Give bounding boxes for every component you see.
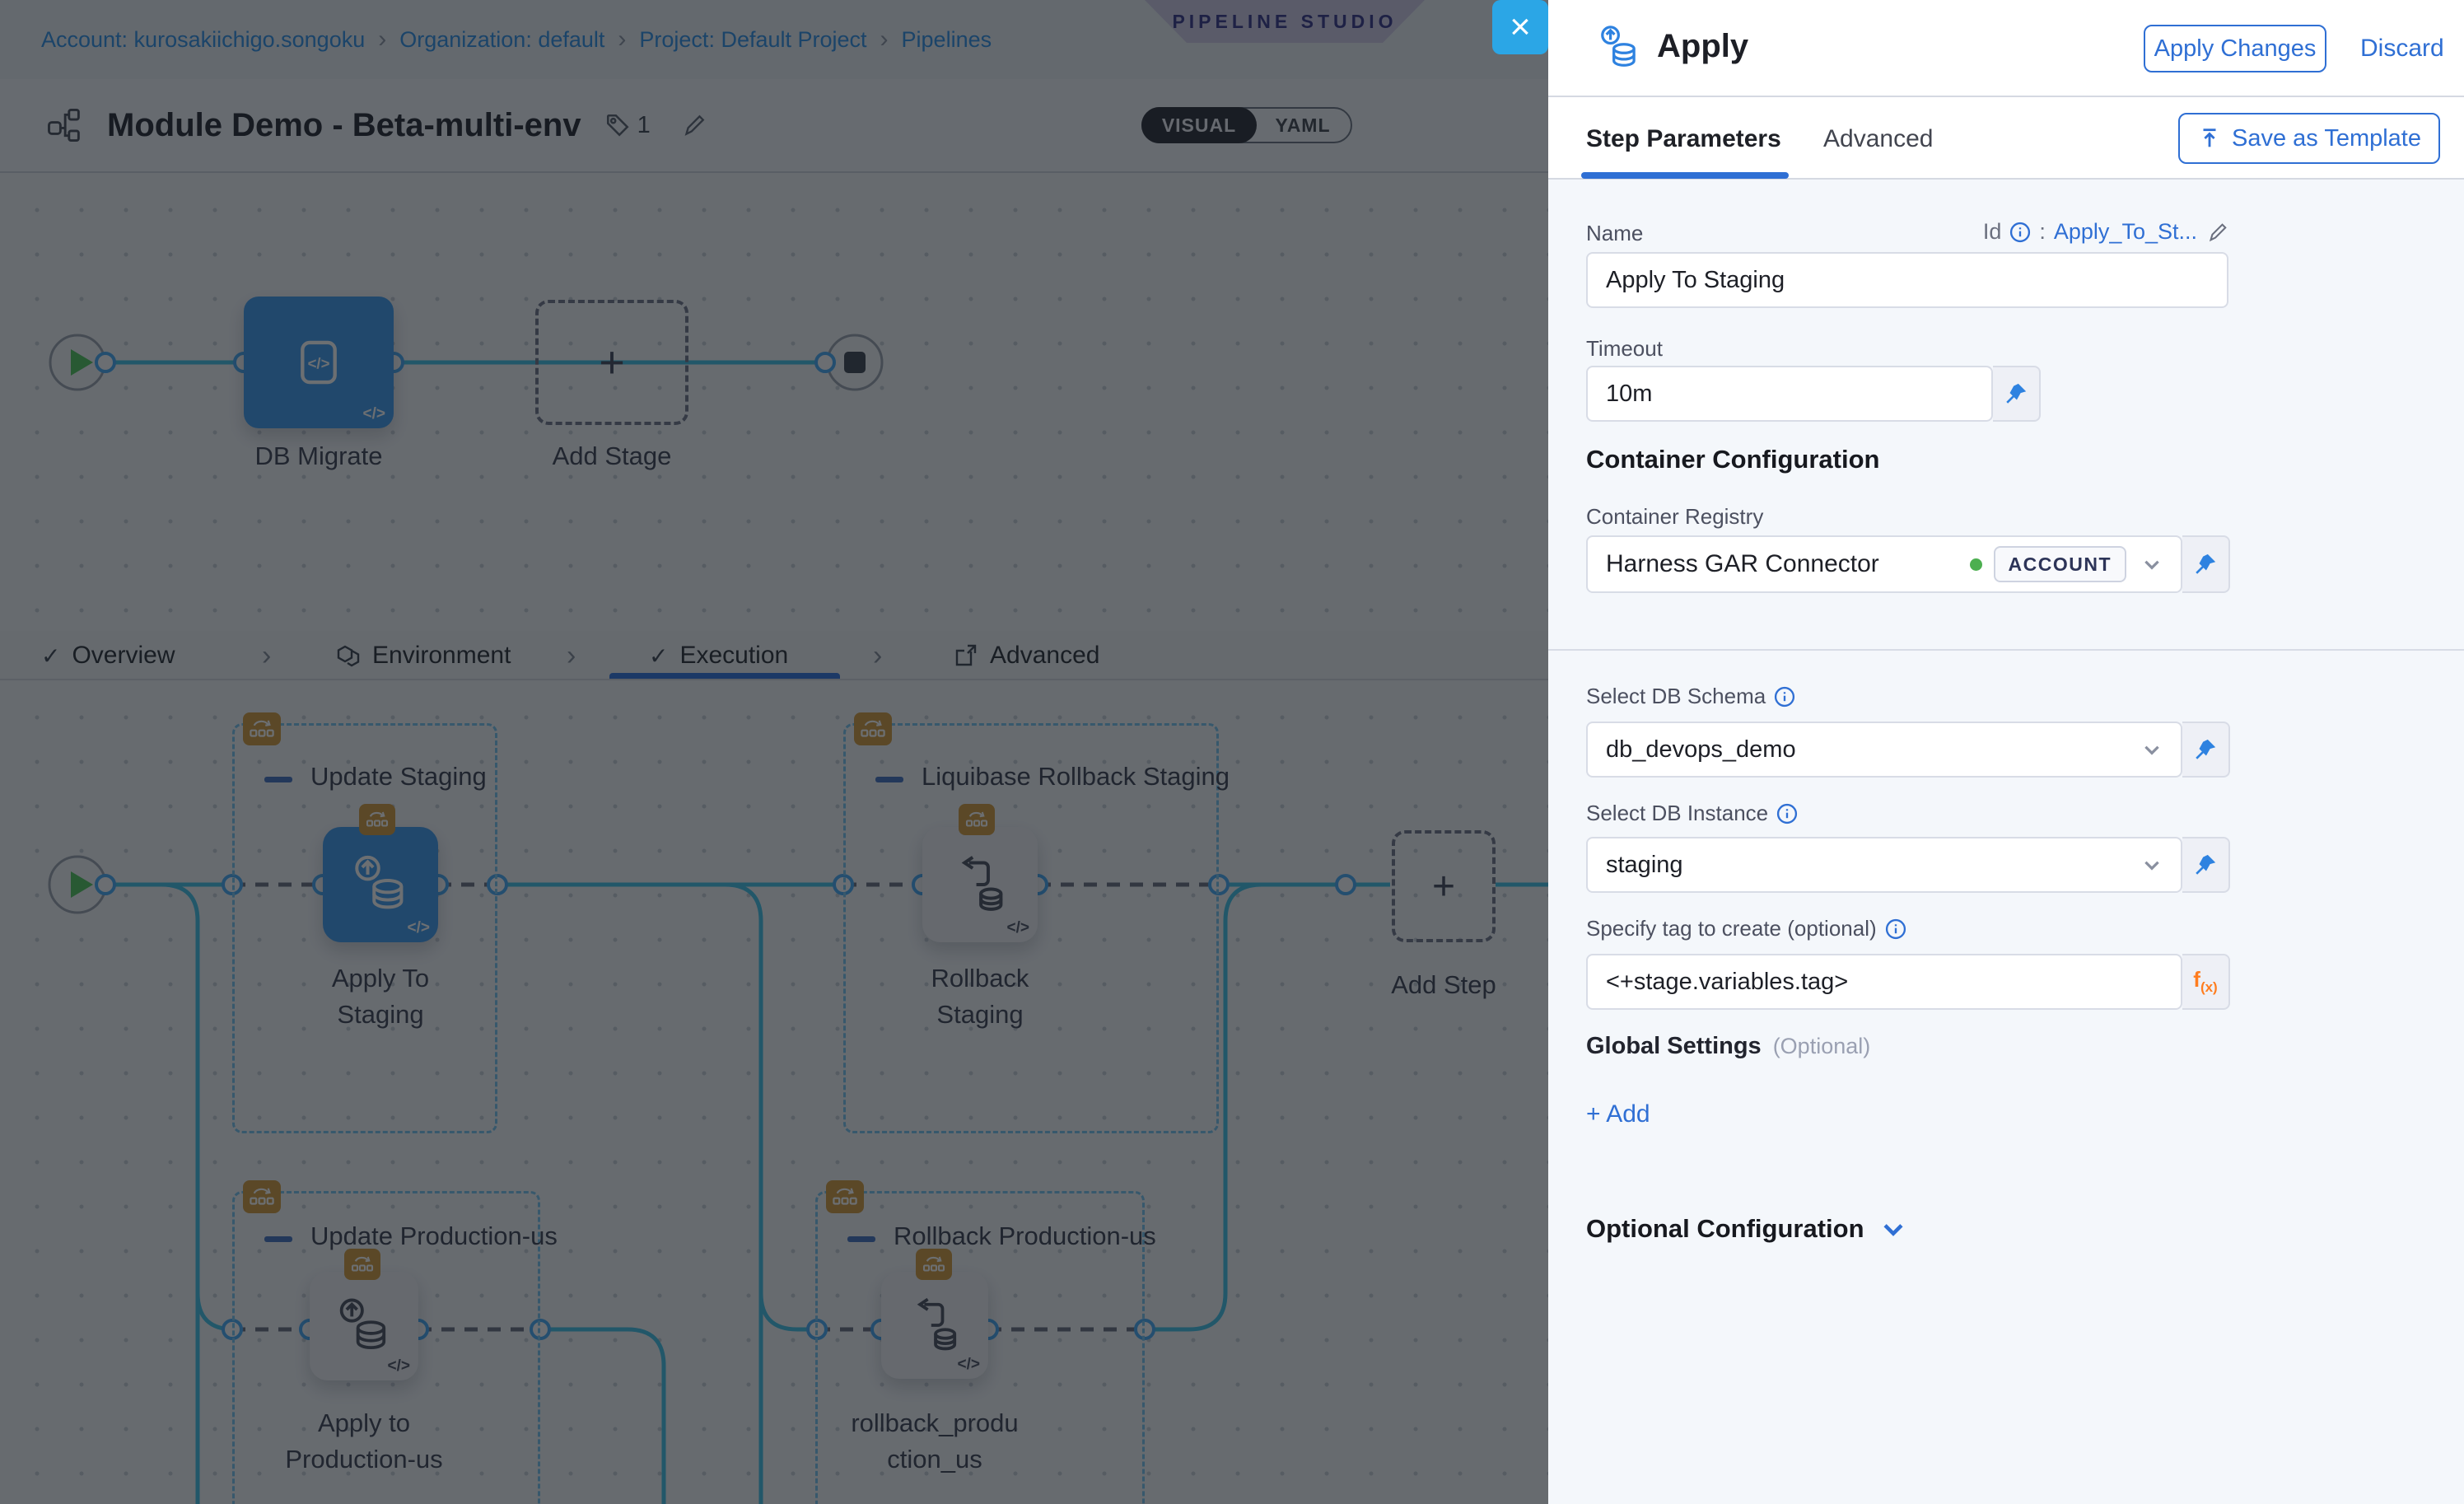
account-scope-badge: ACCOUNT: [1993, 546, 2126, 582]
db-schema-value: db_devops_demo: [1606, 736, 1796, 763]
edit-id-pencil-icon[interactable]: [2205, 221, 2228, 244]
optional-configuration-label: Optional Configuration: [1586, 1214, 1864, 1243]
registry-value: Harness GAR Connector: [1606, 550, 1879, 577]
step-id-link[interactable]: Apply_To_St...: [2053, 219, 2197, 244]
pin-icon: [2196, 854, 2216, 875]
container-configuration-heading: Container Configuration: [1586, 445, 1880, 474]
close-icon: ×: [1510, 7, 1531, 47]
tab-step-parameters[interactable]: Step Parameters: [1586, 125, 1781, 152]
modal-dim-overlay[interactable]: [0, 0, 1548, 1504]
save-as-template-button[interactable]: Save as Template: [2178, 113, 2440, 164]
timeout-input[interactable]: 10m: [1586, 366, 1993, 422]
container-registry-label: Container Registry: [1586, 504, 1764, 529]
db-instance-pin-button[interactable]: [2182, 837, 2230, 893]
apply-step-icon: [1594, 23, 1645, 74]
chevron-down-icon: [2141, 553, 2163, 575]
apply-changes-label: Apply Changes: [2154, 35, 2317, 62]
timeout-label: Timeout: [1586, 336, 1663, 361]
optional-configuration-toggle[interactable]: Optional Configuration: [1586, 1214, 1907, 1244]
db-schema-select[interactable]: db_devops_demo: [1586, 722, 2182, 778]
panel-title: Apply: [1657, 28, 1749, 64]
timeout-value: 10m: [1606, 380, 1653, 407]
chevron-down-icon: [2141, 854, 2163, 876]
info-icon[interactable]: [1774, 686, 1795, 708]
tag-value: <+stage.variables.tag>: [1606, 968, 1849, 995]
db-instance-value: staging: [1606, 851, 1683, 878]
global-settings-row: Global Settings (Optional): [1586, 1033, 1870, 1060]
db-schema-label: Select DB Schema: [1586, 684, 1795, 709]
chevron-down-icon: [1879, 1215, 1907, 1243]
chevron-down-icon: [2141, 739, 2163, 760]
container-registry-select[interactable]: Harness GAR Connector ACCOUNT: [1586, 535, 2182, 593]
name-input[interactable]: Apply To Staging: [1586, 252, 2228, 308]
global-settings-label: Global Settings: [1586, 1033, 1762, 1059]
discard-button[interactable]: Discard: [2360, 25, 2444, 72]
step-config-panel: Apply Apply Changes Discard Step Paramet…: [1548, 0, 2464, 1504]
section-divider: [1548, 649, 2464, 651]
name-label: Name: [1586, 221, 1644, 245]
global-settings-optional: (Optional): [1772, 1034, 1871, 1058]
timeout-pin-button[interactable]: [1993, 366, 2041, 422]
discard-label: Discard: [2360, 35, 2444, 62]
tab-advanced-panel[interactable]: Advanced: [1823, 125, 1934, 152]
db-instance-select[interactable]: staging: [1586, 837, 2182, 893]
tag-fx-button[interactable]: f(x): [2182, 954, 2230, 1010]
tag-to-create-label: Specify tag to create (optional): [1586, 916, 1906, 941]
info-icon[interactable]: [1776, 803, 1798, 824]
id-separator: :: [2039, 219, 2046, 244]
apply-changes-button[interactable]: Apply Changes: [2144, 25, 2326, 72]
add-global-setting-link[interactable]: + Add: [1586, 1100, 1650, 1128]
fx-icon: f(x): [2193, 967, 2218, 996]
registry-pin-button[interactable]: [2182, 535, 2230, 593]
db-schema-pin-button[interactable]: [2182, 722, 2230, 778]
tag-to-create-input[interactable]: <+stage.variables.tag>: [1586, 954, 2182, 1010]
info-icon[interactable]: [2009, 222, 2031, 243]
close-panel-button[interactable]: ×: [1492, 0, 1548, 54]
info-icon[interactable]: [1885, 918, 1906, 940]
pin-icon: [2196, 739, 2216, 759]
panel-header: Apply Apply Changes Discard: [1548, 0, 2464, 97]
name-value: Apply To Staging: [1606, 266, 1785, 293]
panel-tabs: Step Parameters Advanced Save as Templat…: [1548, 97, 2464, 180]
pin-icon: [2196, 553, 2216, 574]
active-tab-underline: [1581, 172, 1789, 179]
id-label: Id: [1982, 219, 2002, 244]
save-as-template-label: Save as Template: [2232, 124, 2421, 152]
db-instance-label: Select DB Instance: [1586, 801, 1798, 826]
upload-icon: [2197, 126, 2222, 151]
pin-icon: [2006, 383, 2027, 404]
connector-status-dot: [1969, 558, 1982, 571]
pipeline-studio-left: Account: kurosakiichigo.songoku › Organi…: [0, 0, 1548, 1504]
step-id-row: Id : Apply_To_St...: [1586, 219, 2228, 245]
